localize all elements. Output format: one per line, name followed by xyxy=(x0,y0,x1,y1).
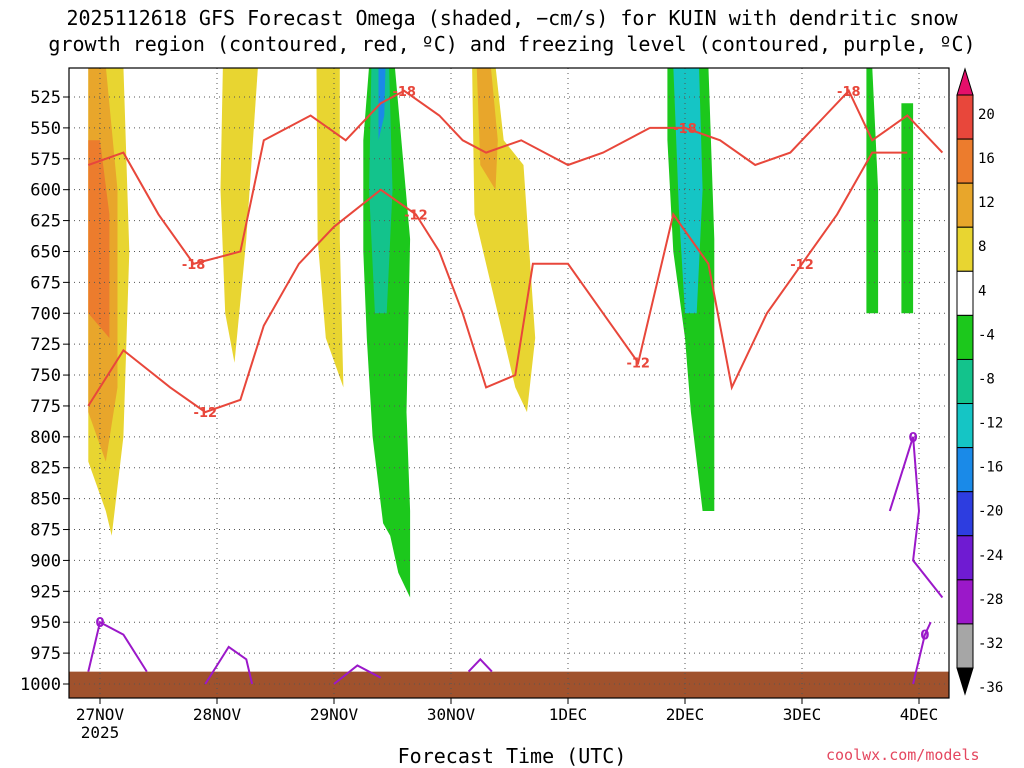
colorbar-segment-4 xyxy=(956,226,974,272)
x-tick-year-label: 2025 xyxy=(81,723,120,742)
x-tick-label-7: 4DEC xyxy=(900,705,939,724)
y-tick-label-19: 1000 xyxy=(20,675,61,695)
x-tick-label-5: 2DEC xyxy=(666,705,705,724)
y-tick-label-10: 775 xyxy=(30,397,61,417)
freezing-contour-5 xyxy=(912,621,932,685)
colorbar-label-8: -16 xyxy=(978,460,1003,476)
colorbar-label-5: -4 xyxy=(978,327,995,343)
y-tick-label-0: 525 xyxy=(30,88,61,108)
y-tick-label-15: 900 xyxy=(30,551,61,571)
freezing-contour-4 xyxy=(888,436,944,599)
dgz-contour-1 xyxy=(87,151,908,414)
y-tick-label-5: 650 xyxy=(30,242,61,262)
omega-shade-3 xyxy=(220,68,258,363)
y-tick-label-6: 675 xyxy=(30,273,61,293)
colorbar-label-9: -20 xyxy=(978,504,1003,520)
colorbar-segment-7 xyxy=(956,358,974,405)
x-tick-label-6: 3DEC xyxy=(783,705,822,724)
colorbar-segment-11 xyxy=(956,535,974,581)
x-tick-label-1: 28NOV xyxy=(193,705,242,724)
colorbar-label-6: -8 xyxy=(978,372,995,388)
y-tick-label-16: 925 xyxy=(30,582,61,602)
freezing-label-4: 0 xyxy=(909,431,918,446)
y-tick-label-12: 825 xyxy=(30,459,61,479)
plot-border xyxy=(68,67,950,699)
colorbar-segment-13 xyxy=(956,623,974,669)
colorbar-label-3: 8 xyxy=(978,239,986,255)
colorbar-segment-3 xyxy=(956,182,974,228)
y-tick-label-7: 700 xyxy=(30,304,61,324)
colorbar-label-10: -24 xyxy=(978,548,1003,564)
omega-shade-7 xyxy=(378,68,386,141)
y-tick-label-2: 575 xyxy=(30,150,61,170)
colorbar-label-1: 16 xyxy=(978,151,995,167)
y-tick-label-1: 550 xyxy=(30,119,61,139)
colorbar-segment-12 xyxy=(956,579,974,625)
freezing-contour-2 xyxy=(333,664,382,685)
freezing-contour-0 xyxy=(87,620,148,673)
x-tick-label-4: 1DEC xyxy=(549,705,588,724)
chart-title-line1: 2025112618 GFS Forecast Omega (shaded, −… xyxy=(66,6,958,30)
chart-title-line2: growth region (contoured, red, ºC) and f… xyxy=(48,32,976,56)
x-tick-label-3: 30NOV xyxy=(427,705,476,724)
dgz-label-0-3: -18 xyxy=(837,85,861,100)
colorbar-segment-1 xyxy=(956,94,974,140)
freezing-contour-1 xyxy=(204,645,254,685)
colorbar-segment-8 xyxy=(956,403,974,449)
y-tick-label-17: 950 xyxy=(30,613,61,633)
colorbar-bottom-arrow xyxy=(956,667,974,696)
ground-surface xyxy=(69,671,949,698)
colorbar-segment-5 xyxy=(956,270,974,316)
dgz-label-1-3: -12 xyxy=(790,258,814,273)
freezing-contour-3 xyxy=(467,657,493,673)
dgz-label-1-0: -12 xyxy=(194,406,218,421)
colorbar-segment-9 xyxy=(956,447,974,493)
omega-shade-13 xyxy=(901,103,914,314)
y-tick-label-13: 850 xyxy=(30,490,61,510)
omega-shade-12 xyxy=(866,68,879,314)
colorbar-label-4: 4 xyxy=(978,283,986,299)
colorbar-label-2: 12 xyxy=(978,195,995,211)
colorbar-label-0: 20 xyxy=(978,107,995,123)
plot-area: -18 -18 -18 -18 -12 -12 -12 -12 0 0 0 xyxy=(69,68,949,698)
x-tick-label-0: 27NOV xyxy=(76,705,125,724)
dgz-label-1-2: -12 xyxy=(626,357,650,372)
dgz-label-0-0: -18 xyxy=(182,258,206,273)
dgz-label-1-1: -12 xyxy=(404,208,428,223)
colorbar-label-12: -32 xyxy=(978,636,1003,652)
colorbar-segment-10 xyxy=(956,491,974,537)
colorbar-label-13: -36 xyxy=(978,680,1003,696)
credit-text: coolwx.com/models xyxy=(826,746,980,764)
dgz-contour-0 xyxy=(87,89,944,265)
y-tick-label-8: 725 xyxy=(30,335,61,355)
y-tick-label-14: 875 xyxy=(30,521,61,541)
freezing-label-5: 0 xyxy=(920,629,929,644)
y-tick-label-4: 625 xyxy=(30,212,61,232)
colorbar-label-11: -28 xyxy=(978,592,1003,608)
y-tick-label-9: 750 xyxy=(30,366,61,386)
y-tick-label-3: 600 xyxy=(30,181,61,201)
omega-shade-11 xyxy=(673,68,703,314)
x-axis-label: Forecast Time (UTC) xyxy=(397,744,627,768)
omega-shade-9 xyxy=(476,68,498,190)
y-tick-label-11: 800 xyxy=(30,428,61,448)
dgz-label-0-2: -18 xyxy=(673,122,697,137)
colorbar-top-arrow xyxy=(956,67,974,96)
colorbar-segment-2 xyxy=(956,138,974,184)
colorbar-segment-6 xyxy=(956,314,974,360)
dgz-label-0-1: -18 xyxy=(392,85,416,100)
colorbar-label-7: -12 xyxy=(978,416,1003,432)
freezing-label-0: 0 xyxy=(95,616,104,631)
y-tick-label-18: 975 xyxy=(30,644,61,664)
x-tick-label-2: 29NOV xyxy=(310,705,359,724)
omega-shade-4 xyxy=(316,68,344,388)
